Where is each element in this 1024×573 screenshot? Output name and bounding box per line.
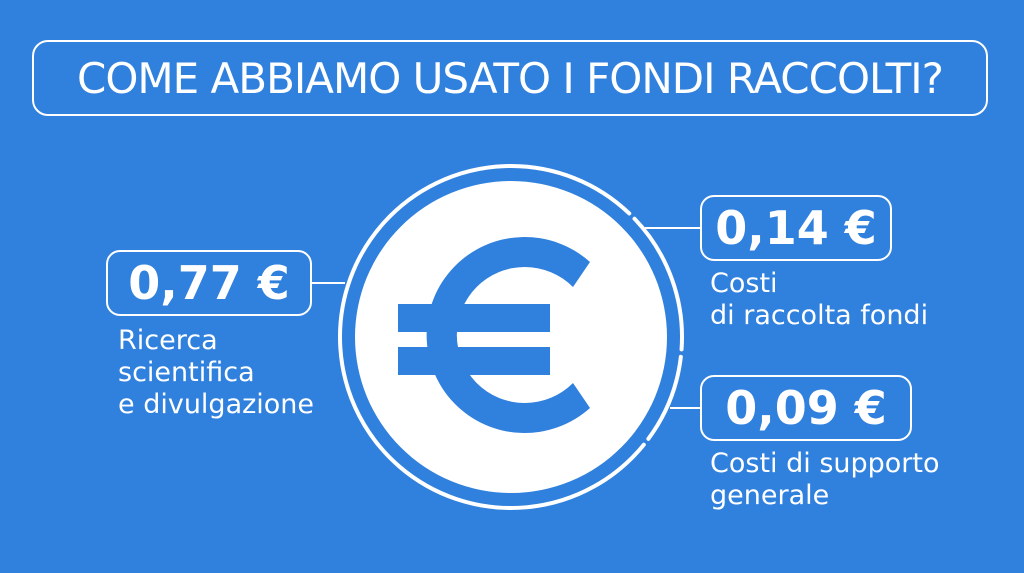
ring-segment: [338, 164, 646, 510]
label-support: Costi di supporto generale: [710, 448, 940, 511]
coin-circle: [355, 181, 667, 493]
value-label: 0,14 €: [715, 201, 877, 255]
title-box: COME ABBIAMO USATO I FONDI RACCOLTI?: [32, 40, 988, 116]
label-research: Ricerca scientifica e divulgazione: [118, 325, 315, 420]
value-box-research: 0,77 €: [106, 250, 312, 316]
value-box-support: 0,09 €: [700, 375, 912, 441]
value-label: 0,77 €: [128, 256, 290, 310]
euro-icon: [398, 237, 590, 433]
ring-segment: [632, 216, 684, 352]
ring-segment: [646, 354, 683, 441]
value-label: 0,09 €: [725, 381, 887, 435]
page-title: COME ABBIAMO USATO I FONDI RACCOLTI?: [77, 53, 944, 103]
label-fundraising: Costi di raccolta fondi: [710, 268, 929, 331]
value-box-fundraising: 0,14 €: [700, 195, 892, 261]
